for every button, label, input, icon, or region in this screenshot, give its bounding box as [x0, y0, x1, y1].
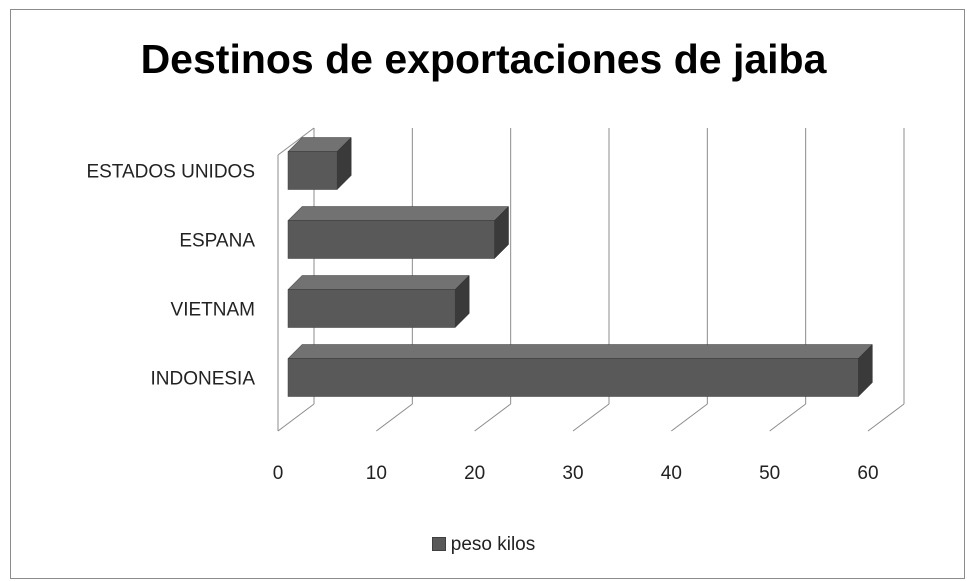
- tick-label: 40: [661, 463, 682, 484]
- tick-label: 30: [562, 463, 583, 484]
- category-label: VIETNAM: [171, 300, 255, 321]
- legend-swatch: [431, 537, 446, 551]
- floor-gridline: [474, 403, 511, 432]
- floor-gridline: [277, 403, 315, 432]
- floor-gridline: [769, 403, 806, 432]
- tick-label: 10: [366, 463, 387, 484]
- bar: [287, 220, 495, 259]
- bars: [287, 136, 873, 398]
- side-wall-top-edge: [277, 127, 315, 156]
- axis-labels: ESTADOS UNIDOS ESPANA VIETNAM INDONESIA 0 10 2…: [86, 162, 878, 485]
- tick-label: 0: [273, 463, 284, 484]
- floor-gridline: [867, 403, 905, 432]
- floor-gridline: [376, 403, 413, 432]
- bar: [287, 289, 456, 328]
- chart-title: Destinos de exportaciones de jaiba: [140, 36, 827, 82]
- category-label: ESTADOS UNIDOS: [86, 162, 255, 183]
- category-label: ESPANA: [179, 231, 255, 252]
- category-label: INDONESIA: [150, 369, 255, 390]
- tick-label: 50: [759, 463, 780, 484]
- legend-label: peso kilos: [450, 534, 536, 555]
- bar-top: [287, 206, 510, 221]
- bar-top: [287, 344, 873, 359]
- floor-gridline: [572, 403, 610, 432]
- legend: peso kilos: [0, 534, 967, 556]
- tick-label: 20: [464, 463, 485, 484]
- bar: [287, 358, 859, 397]
- tick-label: 60: [857, 463, 878, 484]
- bar: [287, 151, 338, 190]
- bar-top: [287, 275, 470, 290]
- floor-gridline: [671, 403, 708, 432]
